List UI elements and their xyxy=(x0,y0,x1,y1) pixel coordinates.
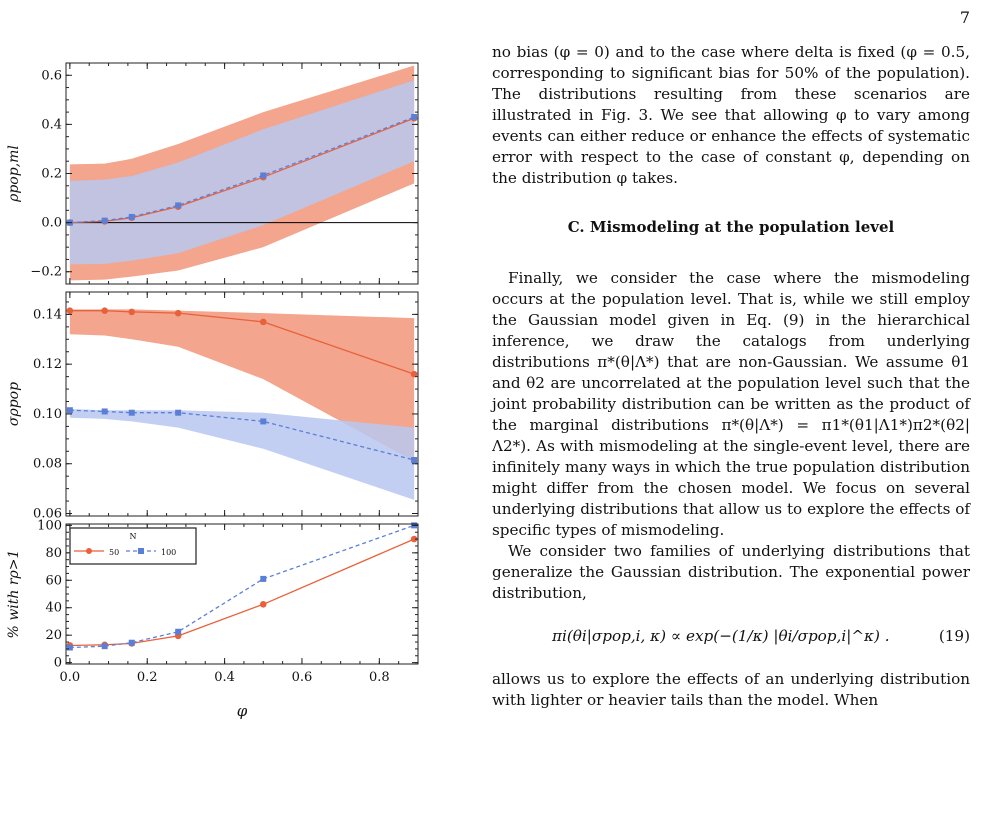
point-sigma-100-0 xyxy=(66,407,73,414)
point-percent-100-2 xyxy=(128,639,135,646)
paragraph-2: Finally, we consider the case where the … xyxy=(492,269,970,539)
point-sigma-100-5 xyxy=(411,457,418,463)
panel-percent: 0 20 40 60 80 100 % with rρ>1 xyxy=(6,518,419,671)
ytick-label-percent-4: 80 xyxy=(45,546,62,561)
point-sigma-50-1 xyxy=(101,307,108,314)
ytick-label-percent-3: 60 xyxy=(45,573,62,588)
legend-label-50: 50 xyxy=(109,548,119,557)
ytick-label-rho-0: −0.2 xyxy=(30,265,62,280)
xtick-label-2: 0.4 xyxy=(214,670,235,685)
panel-sigma: 0.06 0.08 0.10 0.12 0.14 σρpop xyxy=(6,291,419,522)
point-percent-100-4 xyxy=(260,575,267,582)
band-sigma-100 xyxy=(69,408,415,500)
point-sigma-100-1 xyxy=(101,408,108,415)
point-sigma-100-3 xyxy=(175,409,182,416)
ytick-label-rho-4: 0.6 xyxy=(41,68,62,83)
legend-title: N xyxy=(130,532,137,541)
paragraph-3: We consider two families of underlying d… xyxy=(492,542,970,602)
ytick-label-percent-5: 100 xyxy=(37,518,62,533)
point-percent-100-1 xyxy=(101,643,108,650)
band-sigma-50 xyxy=(69,309,415,462)
equation-number: (19) xyxy=(938,627,970,645)
point-rho-100-5 xyxy=(411,114,418,121)
xtick-label-0: 0.0 xyxy=(60,670,81,685)
ytick-label-percent-0: 0 xyxy=(54,656,62,671)
series-line-percent-50 xyxy=(69,538,415,647)
page-number: 7 xyxy=(959,8,970,27)
equation-body: πi(θi|σpop,i, κ) ∝ exp(−(1/κ) |θi/σpop,i… xyxy=(552,627,890,645)
point-rho-100-3 xyxy=(175,202,182,209)
paragraph-1: no bias (φ = 0) and to the case where de… xyxy=(492,43,970,187)
ytick-label-sigma-1: 0.08 xyxy=(33,457,62,472)
point-sigma-50-3 xyxy=(174,309,182,317)
ytick-label-percent-2: 40 xyxy=(45,601,62,616)
legend-marker-50 xyxy=(86,548,92,554)
legend-marker-100 xyxy=(138,548,144,554)
ytick-label-rho-2: 0.2 xyxy=(41,167,62,182)
text-column: no bias (φ = 0) and to the case where de… xyxy=(492,42,970,711)
frame-sigma xyxy=(65,291,419,517)
point-sigma-100-2 xyxy=(128,409,135,416)
point-sigma-50-0 xyxy=(66,307,74,314)
point-sigma-50-4 xyxy=(259,318,267,326)
xtick-label-4: 0.8 xyxy=(369,670,390,685)
ytick-label-sigma-3: 0.12 xyxy=(33,357,62,372)
legend-box xyxy=(69,527,197,565)
series-line-rho-100 xyxy=(69,116,415,224)
point-sigma-50-5 xyxy=(410,370,418,378)
point-rho-100-2 xyxy=(128,213,135,220)
paragraph-4: allows us to explore the effects of an u… xyxy=(492,670,970,709)
ylabel-sigma: σρpop xyxy=(6,382,22,426)
figure: −0.20.00.20.40.6ρpop,ml0.060.080.100.120… xyxy=(6,62,419,720)
ylabel-rho: ρpop,ml xyxy=(6,145,22,203)
series-line-percent-100 xyxy=(69,524,415,649)
series-line-sigma-100 xyxy=(69,409,415,461)
series-line-sigma-50 xyxy=(69,310,415,375)
ytick-label-sigma-2: 0.10 xyxy=(33,407,62,422)
point-sigma-50-2 xyxy=(128,308,136,316)
legend: N 50 100 xyxy=(69,527,197,565)
point-rho-100-4 xyxy=(260,172,267,179)
xtick-label-1: 0.2 xyxy=(137,670,158,685)
panel-rho: −0.2 0.0 0.2 0.4 0.6 ρpop,ml xyxy=(6,62,419,285)
point-sigma-100-4 xyxy=(260,418,267,425)
ytick-label-rho-1: 0.0 xyxy=(41,216,62,231)
point-percent-100-3 xyxy=(175,628,182,635)
ytick-label-rho-3: 0.4 xyxy=(41,117,62,132)
point-rho-100-1 xyxy=(101,217,108,224)
ytick-label-sigma-0: 0.06 xyxy=(33,507,62,522)
ytick-label-percent-1: 20 xyxy=(45,628,62,643)
xtick-label-3: 0.6 xyxy=(292,670,313,685)
point-percent-100-0 xyxy=(66,644,73,651)
section-heading: C. Mismodeling at the population level xyxy=(567,218,895,236)
point-percent-50-5 xyxy=(410,535,418,543)
legend-label-100: 100 xyxy=(161,548,176,557)
equation-19: πi(θi|σpop,i, κ) ∝ exp(−(1/κ) |θi/σpop,i… xyxy=(492,626,970,647)
band-rho-100 xyxy=(69,80,415,265)
ylabel-percent: % with rρ>1 xyxy=(6,550,22,639)
ytick-label-sigma-4: 0.14 xyxy=(33,307,62,322)
point-percent-50-4 xyxy=(259,600,267,608)
x-axis-label: φ xyxy=(237,702,248,720)
